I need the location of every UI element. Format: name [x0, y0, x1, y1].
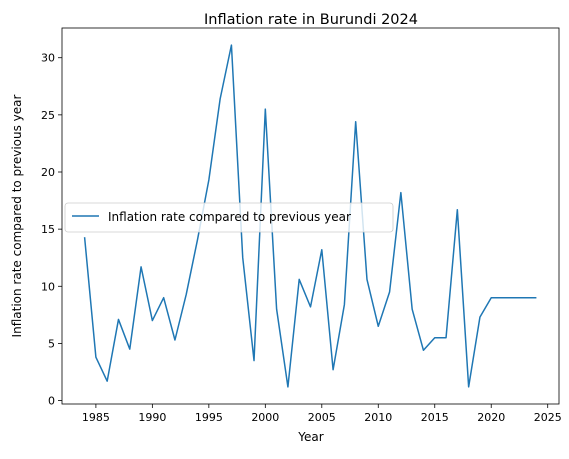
y-tick-label: 10 — [41, 280, 55, 293]
y-tick-label: 15 — [41, 223, 55, 236]
series-line-0 — [83, 44, 537, 388]
chart-title: Inflation rate in Burundi 2024 — [204, 12, 418, 28]
x-tick-label: 2005 — [308, 411, 336, 424]
y-tick-label: 20 — [41, 166, 55, 179]
x-tick-label: 2020 — [477, 411, 505, 424]
x-tick-label: 2000 — [251, 411, 279, 424]
y-tick-label: 25 — [41, 109, 55, 122]
legend-box — [64, 202, 394, 233]
x-tick-label: 2025 — [534, 411, 562, 424]
x-tick-label: 1995 — [195, 411, 223, 424]
y-tick-label: 5 — [48, 337, 55, 350]
plot-frame — [61, 27, 560, 405]
x-tick-label: 1985 — [82, 411, 110, 424]
x-tick-label: 2015 — [421, 411, 449, 424]
y-axis-ticks: 0 5 10 15 20 25 30 — [41, 52, 62, 408]
x-axis-label: Year — [297, 430, 323, 444]
y-tick-label: 30 — [41, 52, 55, 65]
legend-label: Inflation rate compared to previous year — [108, 210, 351, 224]
x-tick-label: 1990 — [138, 411, 166, 424]
y-tick-label: 0 — [48, 395, 55, 408]
series-lines — [83, 44, 537, 388]
x-tick-label: 2010 — [364, 411, 392, 424]
legend: Inflation rate compared to previous year — [64, 202, 394, 233]
y-axis-label: Inflation rate compared to previous year — [10, 94, 24, 337]
x-axis-ticks: 1985 1990 1995 2000 2005 2010 2015 2020 2025 — [82, 404, 562, 424]
